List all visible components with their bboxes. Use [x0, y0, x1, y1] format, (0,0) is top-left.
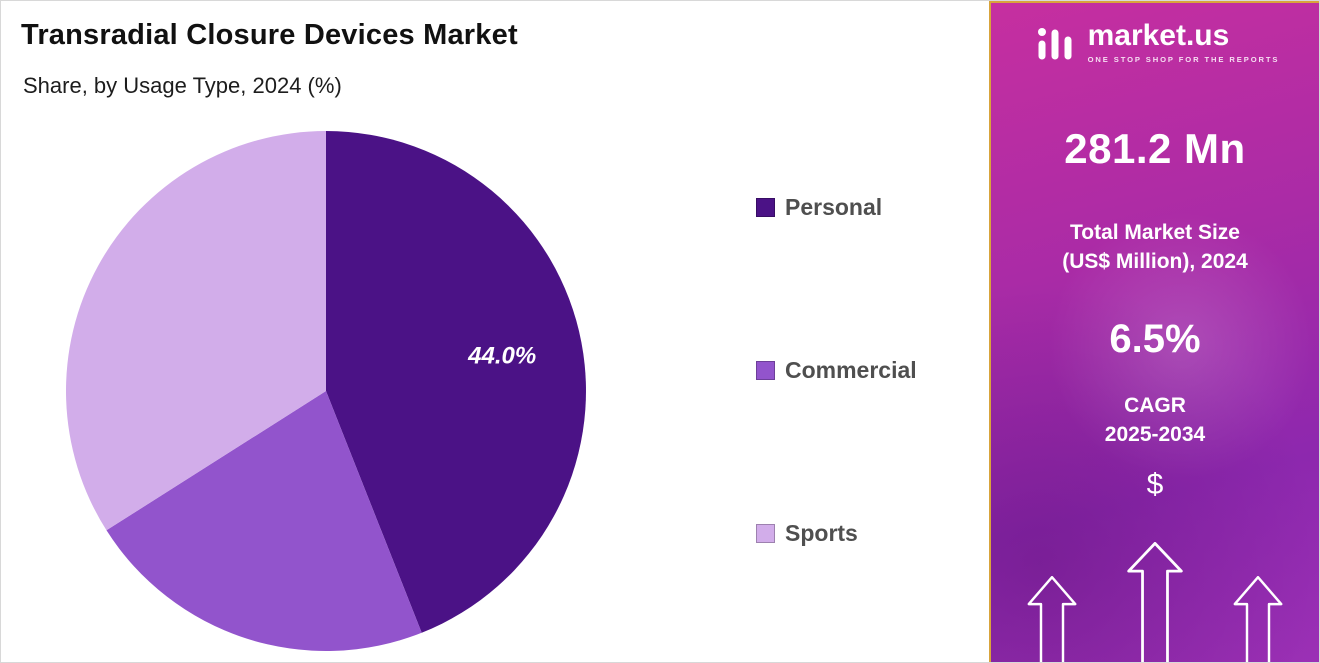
chart-subtitle: Share, by Usage Type, 2024 (%) — [23, 73, 342, 98]
market-size-label-line2: (US$ Million), 2024 — [1062, 249, 1248, 273]
pie-data-label: 44.0% — [467, 343, 536, 370]
market-size-value: 281.2 Mn — [1064, 125, 1246, 172]
pie-slice-commercial — [106, 391, 422, 651]
legend-item-commercial: Commercial — [756, 357, 917, 384]
legend-item-sports: Sports — [756, 520, 917, 547]
legend-label-commercial: Commercial — [785, 357, 917, 383]
side-panel: market.us ONE STOP SHOP FOR THE REPORTS … — [989, 1, 1319, 662]
dollar-icon: $ — [1146, 467, 1164, 501]
logo-text: market.us ONE STOP SHOP FOR THE REPORTS — [1088, 20, 1280, 64]
legend-item-personal: Personal — [756, 194, 917, 221]
legend-label-personal: Personal — [785, 194, 883, 220]
logo-tagline: ONE STOP SHOP FOR THE REPORTS — [1087, 54, 1280, 64]
brand-logo: market.us ONE STOP SHOP FOR THE REPORTS — [1031, 19, 1280, 65]
legend-label-sports: Sports — [785, 520, 858, 546]
chart-title: Transradial Closure Devices Market — [21, 19, 518, 51]
pie-slice-sports — [65, 131, 326, 531]
cagr-label-line1: CAGR — [1124, 393, 1186, 417]
growth-arrow-up-center-icon — [1127, 542, 1183, 662]
marketus-logo-icon — [1037, 28, 1072, 60]
legend-swatch-sports — [756, 524, 775, 543]
legend-swatch-commercial — [756, 361, 775, 380]
pie-chart: 44.0% — [65, 131, 586, 651]
cagr-label: CAGR 2025-2034 — [1105, 392, 1205, 450]
logo-brand-name: market.us — [1087, 19, 1230, 53]
cagr-label-line2: 2025-2034 — [1104, 422, 1206, 446]
market-size-label: Total Market Size (US$ Million), 2024 — [1062, 219, 1248, 277]
chart-area: Transradial Closure Devices Market Share… — [1, 1, 989, 662]
growth-arrow-up-right-icon — [1233, 576, 1283, 662]
pie-slice-personal — [326, 131, 586, 633]
cagr-value: 6.5% — [1109, 316, 1201, 361]
growth-arrow-up-left-icon — [1027, 576, 1077, 662]
market-size-label-line1: Total Market Size — [1069, 221, 1240, 244]
legend-swatch-personal — [756, 198, 775, 217]
chart-legend: Personal Commercial Sports — [756, 194, 917, 547]
